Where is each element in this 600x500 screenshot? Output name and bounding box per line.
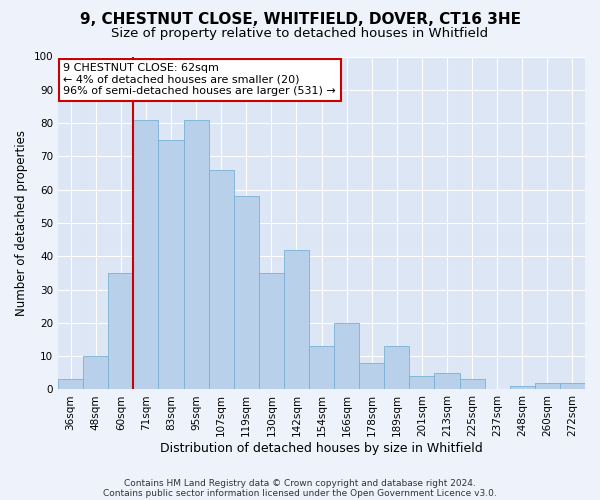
Bar <box>58 380 83 390</box>
Bar <box>560 383 585 390</box>
Bar <box>510 386 535 390</box>
Bar <box>460 380 485 390</box>
Bar <box>259 273 284 390</box>
Bar <box>158 140 184 390</box>
Bar <box>309 346 334 390</box>
Bar <box>184 120 209 390</box>
X-axis label: Distribution of detached houses by size in Whitfield: Distribution of detached houses by size … <box>160 442 483 455</box>
Bar <box>384 346 409 390</box>
Y-axis label: Number of detached properties: Number of detached properties <box>15 130 28 316</box>
Text: 9, CHESTNUT CLOSE, WHITFIELD, DOVER, CT16 3HE: 9, CHESTNUT CLOSE, WHITFIELD, DOVER, CT1… <box>79 12 521 28</box>
Bar <box>108 273 133 390</box>
Bar <box>409 376 434 390</box>
Bar <box>359 363 384 390</box>
Bar <box>284 250 309 390</box>
Text: Contains public sector information licensed under the Open Government Licence v3: Contains public sector information licen… <box>103 488 497 498</box>
Bar <box>535 383 560 390</box>
Bar <box>334 323 359 390</box>
Bar <box>83 356 108 390</box>
Bar <box>233 196 259 390</box>
Bar <box>133 120 158 390</box>
Bar <box>209 170 233 390</box>
Bar <box>434 373 460 390</box>
Text: Size of property relative to detached houses in Whitfield: Size of property relative to detached ho… <box>112 28 488 40</box>
Text: 9 CHESTNUT CLOSE: 62sqm
← 4% of detached houses are smaller (20)
96% of semi-det: 9 CHESTNUT CLOSE: 62sqm ← 4% of detached… <box>64 63 336 96</box>
Text: Contains HM Land Registry data © Crown copyright and database right 2024.: Contains HM Land Registry data © Crown c… <box>124 478 476 488</box>
